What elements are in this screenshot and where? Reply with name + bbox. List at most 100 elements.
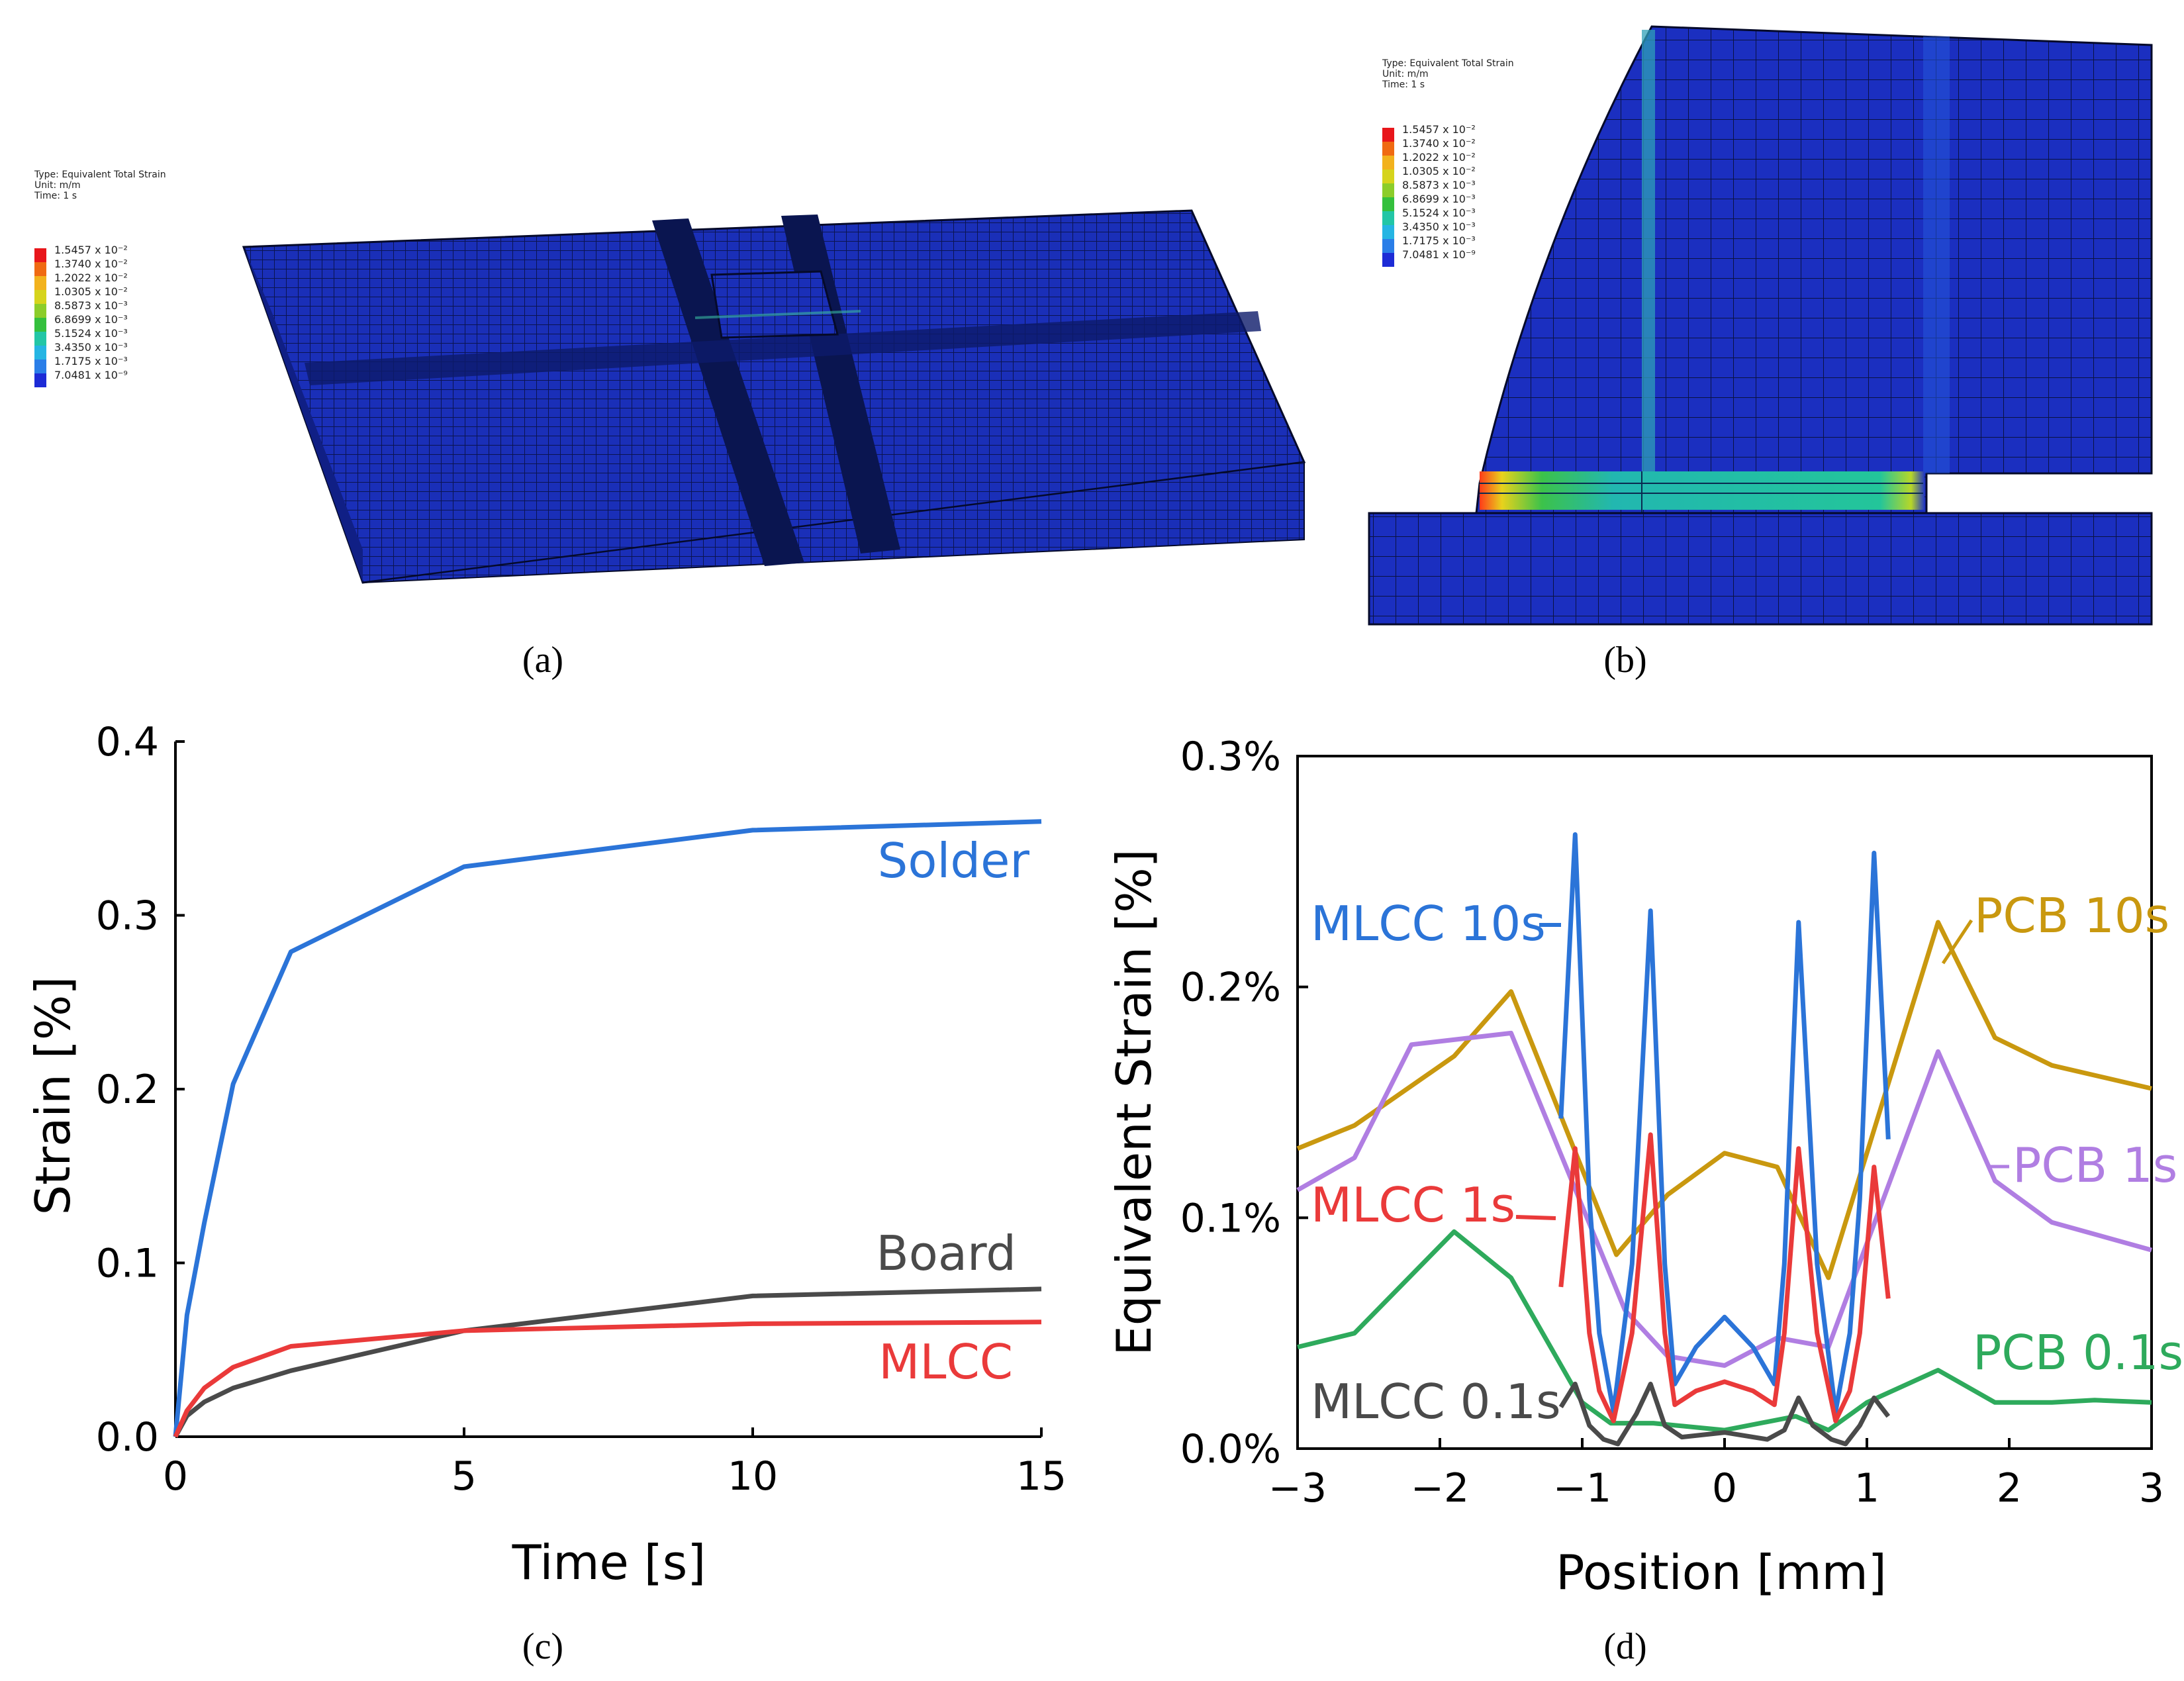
y-tick-label: 0.1 — [96, 1241, 159, 1287]
fem-electrode-shade-b — [1923, 36, 1950, 473]
legend-b-swatch — [1382, 128, 1394, 142]
legend-a-value: 1.7175 x 10⁻³ — [54, 355, 128, 367]
chart-d-leader-mlcc-1s — [1515, 1215, 1556, 1220]
chart-c: 0 5 10 15 0.0 0.1 0.2 0.3 0.4 Time [s] Strain [%… — [25, 719, 1067, 1667]
legend-a-time: Time: 1 s — [34, 191, 77, 201]
legend-a-value: 3.4350 x 10⁻³ — [54, 341, 128, 354]
fem-edge-highlight-b — [1642, 30, 1655, 473]
chart-c-xlabel: Time [s] — [512, 1535, 706, 1590]
y-tick-label: 0.3 — [96, 893, 159, 939]
chart-c-series — [173, 819, 1042, 1438]
legend-b-unit: Unit: m/m — [1382, 69, 1429, 79]
legend-a-swatch — [34, 318, 46, 332]
chart-d-label-pcb-0-1s: PCB 0.1s — [1973, 1325, 2183, 1380]
legend-a-swatch — [34, 276, 46, 290]
series-line-mlcc-10s — [1558, 832, 1891, 1414]
chart-d-label-mlcc-10s: MLCC 10s — [1311, 896, 1546, 951]
chart-c-label-mlcc: MLCC — [878, 1334, 1013, 1390]
series-line-solder — [173, 819, 1042, 1437]
legend-b-value: 1.2022 x 10⁻² — [1402, 151, 1476, 164]
fem-board-front-a — [362, 461, 1305, 583]
chart-d-xlabel: Position [mm] — [1556, 1545, 1887, 1600]
chart-d-label-mlcc-0-1s: MLCC 0.1s — [1311, 1374, 1561, 1429]
legend-a-swatch — [34, 332, 46, 346]
panel-b-colorbar: 1.5457 x 10⁻²1.3740 x 10⁻²1.2022 x 10⁻²1… — [1382, 123, 1476, 267]
x-tick-label: −2 — [1411, 1465, 1469, 1512]
fem-model-a — [242, 209, 1306, 584]
legend-a-value: 1.3740 x 10⁻² — [54, 258, 128, 270]
legend-a-type: Type: Equivalent Total Strain — [34, 169, 166, 180]
fem-solder-joint-b — [1480, 471, 1924, 510]
series-line-pcb-0-1s — [1297, 1229, 2152, 1433]
legend-b-swatch — [1382, 211, 1394, 225]
legend-a-swatch — [34, 262, 46, 276]
legend-b-swatch — [1382, 253, 1394, 267]
x-tick-label: 15 — [1016, 1453, 1067, 1500]
series-line-pcb-1s — [1296, 1030, 2152, 1368]
legend-a-swatch — [34, 373, 46, 387]
x-tick-label: 2 — [1997, 1465, 2022, 1512]
fem-board-b — [1368, 512, 2153, 626]
chart-d-axes: −3 −2 −1 0 1 2 3 0.0% 0.1% 0.2% 0.3% — [1180, 734, 2165, 1512]
panel-c-label: (c) — [522, 1626, 563, 1667]
legend-a-value: 5.1524 x 10⁻³ — [54, 327, 128, 340]
legend-a-unit: Unit: m/m — [34, 180, 81, 191]
chart-d-series — [1296, 832, 2152, 1447]
fem-mlcc-block-a — [710, 270, 839, 339]
fem-mesh-band-a — [305, 311, 1261, 385]
series-line-board — [173, 1286, 1042, 1438]
y-tick-label: 0.4 — [96, 719, 159, 765]
legend-a-swatch — [34, 304, 46, 318]
fem-hotspot-a — [694, 310, 861, 319]
chart-d-label-pcb-10s: PCB 10s — [1974, 888, 2169, 943]
x-tick-label: −3 — [1268, 1465, 1327, 1512]
legend-a-swatch — [34, 346, 46, 360]
x-tick-label: 1 — [1854, 1465, 1879, 1512]
x-tick-label: 0 — [163, 1453, 188, 1500]
series-line-mlcc-0-1s — [1558, 1381, 1891, 1447]
panel-b: Type: Equivalent Total Strain Unit: m/m … — [1368, 25, 2153, 681]
y-tick-label: 0.0% — [1180, 1426, 1281, 1472]
legend-b-swatch — [1382, 239, 1394, 253]
legend-b-swatch — [1382, 156, 1394, 169]
y-tick-label: 0.2 — [96, 1067, 159, 1113]
legend-a-swatch — [34, 248, 46, 262]
y-tick-label: 0.3% — [1180, 734, 1281, 780]
chart-d-leader-pcb-10s — [1941, 919, 1973, 965]
panel-a: Type: Equivalent Total Strain Unit: m/m … — [34, 169, 1306, 681]
chart-c-label-board: Board — [876, 1225, 1016, 1281]
legend-b-value: 8.5873 x 10⁻³ — [1402, 179, 1476, 191]
x-tick-label: 5 — [451, 1453, 477, 1500]
x-tick-label: −1 — [1553, 1465, 1611, 1512]
legend-b-swatch — [1382, 197, 1394, 211]
panel-a-colorbar: 1.5457 x 10⁻²1.3740 x 10⁻²1.2022 x 10⁻²1… — [34, 244, 128, 387]
legend-b-value: 1.0305 x 10⁻² — [1402, 165, 1476, 177]
series-line-mlcc — [173, 1320, 1042, 1438]
chart-d-label-pcb-1s: PCB 1s — [2013, 1137, 2177, 1193]
panel-b-label: (b) — [1603, 640, 1646, 681]
series-line-mlcc-1s — [1558, 1132, 1891, 1423]
chart-d-ylabel: Equivalent Strain [%] — [1106, 849, 1162, 1355]
chart-c-ylabel: Strain [%] — [25, 977, 81, 1216]
chart-d-label-mlcc-1s: MLCC 1s — [1311, 1177, 1515, 1233]
legend-b-swatch — [1382, 225, 1394, 239]
legend-a-value: 7.0481 x 10⁻⁹ — [54, 369, 128, 381]
legend-b-value: 3.4350 x 10⁻³ — [1402, 220, 1476, 233]
legend-b-time: Time: 1 s — [1382, 79, 1425, 90]
panel-b-legend: Type: Equivalent Total Strain Unit: m/m … — [1382, 58, 1514, 267]
y-tick-label: 0.2% — [1180, 965, 1281, 1011]
legend-b-swatch — [1382, 142, 1394, 156]
x-tick-label: 3 — [2139, 1465, 2164, 1512]
legend-b-value: 1.3740 x 10⁻² — [1402, 137, 1476, 150]
panel-d-label: (d) — [1603, 1626, 1646, 1667]
x-tick-label: 10 — [728, 1453, 778, 1500]
legend-a-value: 1.0305 x 10⁻² — [54, 285, 128, 298]
fem-mlcc-body-b — [1475, 25, 2153, 514]
legend-a-swatch — [34, 360, 46, 373]
fem-groove-left-a — [652, 218, 804, 566]
chart-c-axes: 0 5 10 15 0.0 0.1 0.2 0.3 0.4 — [96, 719, 1067, 1500]
legend-a-swatch — [34, 290, 46, 304]
legend-a-value: 1.5457 x 10⁻² — [54, 244, 128, 256]
chart-d: −3 −2 −1 0 1 2 3 0.0% 0.1% 0.2% 0.3% Position [mm]… — [1106, 734, 2183, 1667]
legend-b-type: Type: Equivalent Total Strain — [1382, 58, 1514, 69]
